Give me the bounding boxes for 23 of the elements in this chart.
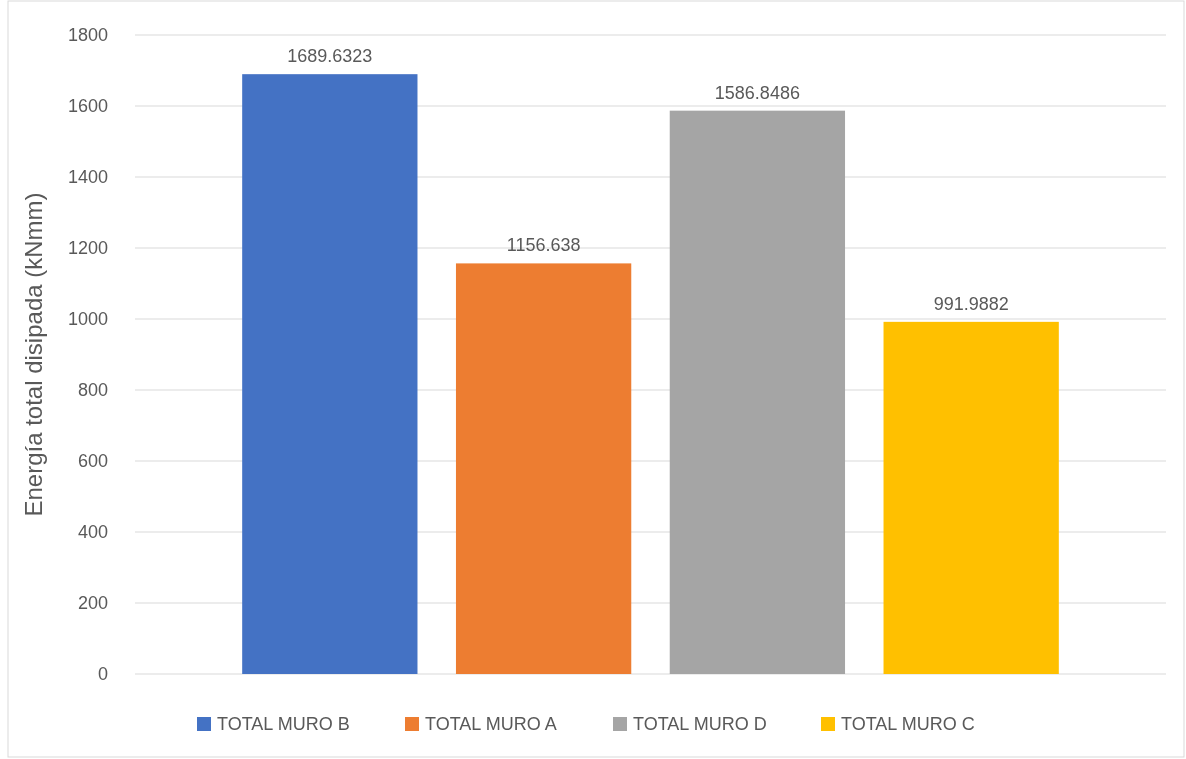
y-tick-label: 800 (77, 380, 108, 401)
legend-label: TOTAL MURO D (633, 714, 767, 735)
bar (242, 74, 418, 674)
bar (669, 110, 846, 674)
legend-label: TOTAL MURO B (217, 714, 350, 735)
data-label: 991.9882 (933, 293, 1009, 314)
y-tick-label: 200 (77, 593, 108, 614)
y-axis-title: Energía total disipada (kNmm) (20, 192, 47, 517)
data-label: 1689.6323 (287, 46, 373, 67)
y-tick-label: 1000 (67, 309, 108, 330)
y-tick-label: 600 (77, 451, 108, 472)
y-tick-label: 1800 (67, 25, 108, 46)
y-tick-label: 1600 (67, 96, 108, 117)
y-tick-label: 1400 (67, 167, 108, 188)
data-label: 1586.8486 (714, 82, 800, 103)
data-label: 1156.638 (506, 235, 581, 256)
y-tick-label: 0 (97, 664, 108, 685)
legend-label: TOTAL MURO A (425, 714, 557, 735)
bar (883, 321, 1059, 674)
y-tick-label: 400 (77, 522, 108, 543)
y-tick-label: 1200 (67, 238, 108, 259)
bar (455, 263, 632, 674)
legend-label: TOTAL MURO C (841, 714, 975, 735)
